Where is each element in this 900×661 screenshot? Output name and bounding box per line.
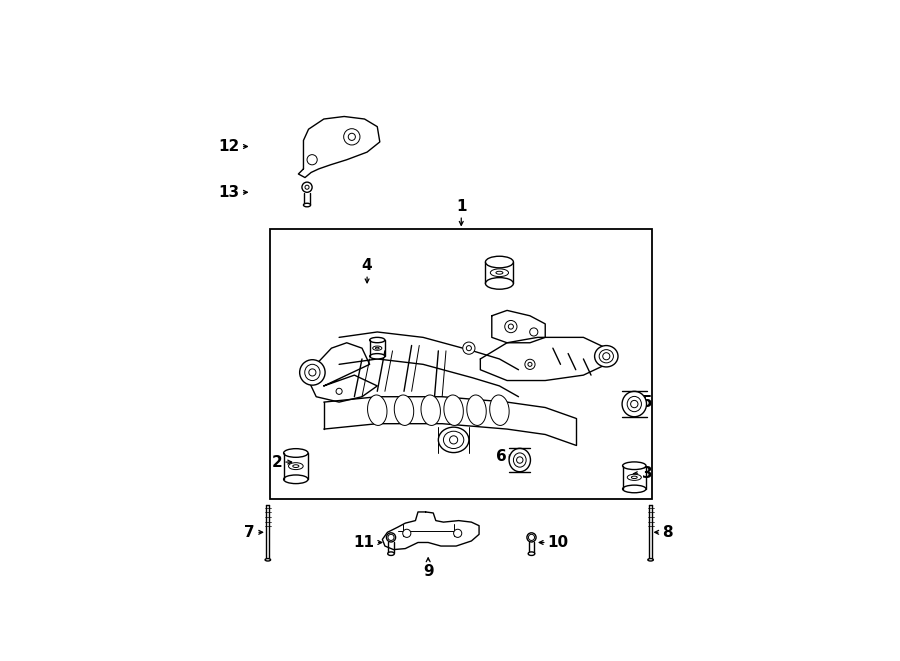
Ellipse shape <box>302 182 312 192</box>
Ellipse shape <box>599 350 614 363</box>
Text: 8: 8 <box>662 525 673 540</box>
Circle shape <box>508 324 513 329</box>
Circle shape <box>388 534 394 541</box>
Ellipse shape <box>394 395 414 426</box>
Circle shape <box>517 457 523 463</box>
Ellipse shape <box>623 485 646 492</box>
Ellipse shape <box>622 391 646 417</box>
Ellipse shape <box>305 185 309 189</box>
Ellipse shape <box>632 476 637 479</box>
Ellipse shape <box>370 337 385 342</box>
Text: 1: 1 <box>456 199 466 214</box>
Text: 6: 6 <box>496 449 507 465</box>
Circle shape <box>449 436 458 444</box>
Circle shape <box>603 353 610 360</box>
Text: 3: 3 <box>642 466 652 481</box>
Circle shape <box>402 529 411 537</box>
Ellipse shape <box>438 427 469 453</box>
Ellipse shape <box>526 533 536 542</box>
Ellipse shape <box>648 559 653 561</box>
Ellipse shape <box>284 449 308 457</box>
Ellipse shape <box>467 395 486 426</box>
Ellipse shape <box>627 475 642 481</box>
Ellipse shape <box>289 463 303 469</box>
Ellipse shape <box>595 346 618 367</box>
Ellipse shape <box>444 431 464 449</box>
Text: 13: 13 <box>219 185 239 200</box>
Circle shape <box>505 321 517 332</box>
Ellipse shape <box>528 552 535 555</box>
Ellipse shape <box>284 475 308 484</box>
Ellipse shape <box>444 395 464 426</box>
Ellipse shape <box>388 552 394 555</box>
Ellipse shape <box>370 354 385 359</box>
Ellipse shape <box>485 278 513 290</box>
Ellipse shape <box>386 533 396 542</box>
Circle shape <box>528 534 535 541</box>
Text: 10: 10 <box>548 535 569 550</box>
Ellipse shape <box>305 364 320 381</box>
Circle shape <box>454 529 462 537</box>
Circle shape <box>307 155 317 165</box>
Ellipse shape <box>303 203 310 207</box>
Circle shape <box>344 129 360 145</box>
Text: 7: 7 <box>245 525 255 540</box>
Ellipse shape <box>373 346 382 350</box>
Circle shape <box>466 346 472 351</box>
Circle shape <box>348 134 356 140</box>
Text: 2: 2 <box>271 455 282 469</box>
Ellipse shape <box>491 269 508 276</box>
Text: 4: 4 <box>362 258 373 273</box>
Ellipse shape <box>421 395 440 426</box>
Ellipse shape <box>367 395 387 426</box>
Ellipse shape <box>266 559 271 561</box>
Ellipse shape <box>375 347 379 349</box>
Circle shape <box>309 369 316 376</box>
Circle shape <box>525 360 535 369</box>
Circle shape <box>463 342 475 354</box>
Text: 9: 9 <box>423 564 434 579</box>
Text: 11: 11 <box>354 535 374 550</box>
Ellipse shape <box>513 453 526 467</box>
Circle shape <box>530 328 538 336</box>
Ellipse shape <box>485 256 513 268</box>
Ellipse shape <box>623 462 646 469</box>
Ellipse shape <box>509 448 530 472</box>
Ellipse shape <box>627 397 642 412</box>
Ellipse shape <box>292 465 299 467</box>
Circle shape <box>631 401 638 408</box>
Text: 12: 12 <box>219 139 239 154</box>
Ellipse shape <box>496 271 503 274</box>
Circle shape <box>528 362 532 366</box>
Ellipse shape <box>300 360 325 385</box>
Circle shape <box>336 388 342 395</box>
Ellipse shape <box>490 395 509 426</box>
Bar <box>270 229 652 499</box>
Text: 5: 5 <box>642 395 652 410</box>
